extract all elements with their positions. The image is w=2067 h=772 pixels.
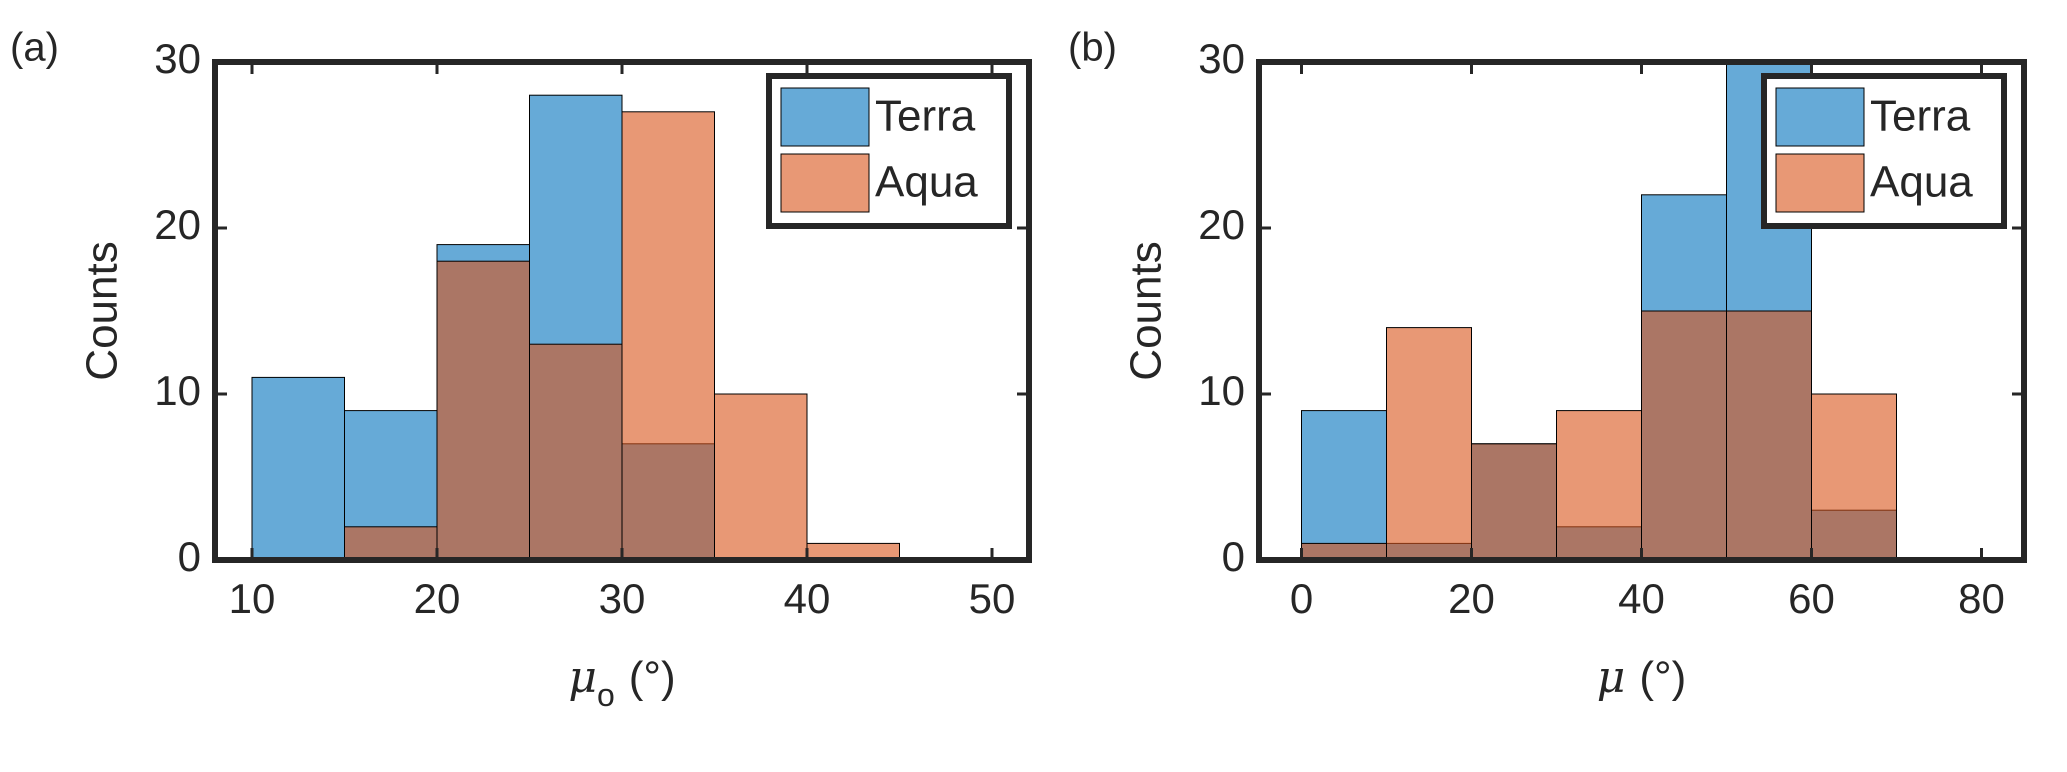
x-tick-label: 50 (969, 575, 1016, 622)
panel-label: (b) (1068, 26, 1117, 70)
x-axis-label: μ (°) (1597, 652, 1687, 703)
legend-swatch (1775, 87, 1865, 147)
x-label-unit: (°) (629, 653, 676, 702)
legend-label: Terra (875, 92, 976, 141)
y-tick-label: 20 (154, 201, 201, 248)
x-label-symbol: μ (1597, 652, 1626, 703)
y-tick-label: 20 (1198, 201, 1245, 248)
bar (1471, 443, 1557, 561)
bar (1301, 410, 1387, 561)
legend-swatch (780, 153, 870, 213)
axes-frame (1256, 59, 2027, 563)
y-tick-label: 30 (154, 35, 201, 82)
y-axis-label: Counts (78, 241, 127, 380)
y-tick-label: 10 (154, 367, 201, 414)
x-tick-label: 20 (414, 575, 461, 622)
x-tick-label: 80 (1958, 575, 2005, 622)
y-tick-label: 30 (1198, 35, 1245, 82)
bar (1726, 310, 1812, 561)
bar (714, 393, 808, 561)
bar (529, 343, 623, 561)
x-label-unit: (°) (1639, 653, 1686, 702)
y-tick-label: 10 (1198, 367, 1245, 414)
x-tick-label: 30 (599, 575, 646, 622)
x-axis-label: μo (°) (568, 652, 675, 714)
y-tick-label: 0 (1222, 533, 1245, 580)
legend-label: Aqua (1870, 158, 1973, 207)
bar (1386, 327, 1472, 561)
bar (621, 111, 715, 561)
x-tick-label: 40 (784, 575, 831, 622)
bar (1556, 410, 1642, 561)
x-label-subscript: o (597, 677, 615, 713)
bar (436, 260, 530, 561)
bar (344, 526, 438, 561)
x-tick-label: 0 (1290, 575, 1313, 622)
bar (1641, 310, 1727, 561)
x-tick-label: 10 (229, 575, 276, 622)
y-axis-label: Counts (1122, 241, 1171, 380)
bar (251, 376, 345, 561)
x-tick-label: 20 (1448, 575, 1495, 622)
x-tick-label: 40 (1618, 575, 1665, 622)
axes-frame (212, 59, 1032, 563)
x-label-symbol: μ (568, 652, 597, 703)
legend-swatch (1775, 153, 1865, 213)
legend-label: Aqua (875, 158, 978, 207)
x-tick-label: 60 (1788, 575, 1835, 622)
legend-label: Terra (1870, 92, 1971, 141)
legend-swatch (780, 87, 870, 147)
y-tick-label: 0 (178, 533, 201, 580)
bar (1811, 393, 1897, 561)
panel-label: (a) (10, 26, 59, 70)
